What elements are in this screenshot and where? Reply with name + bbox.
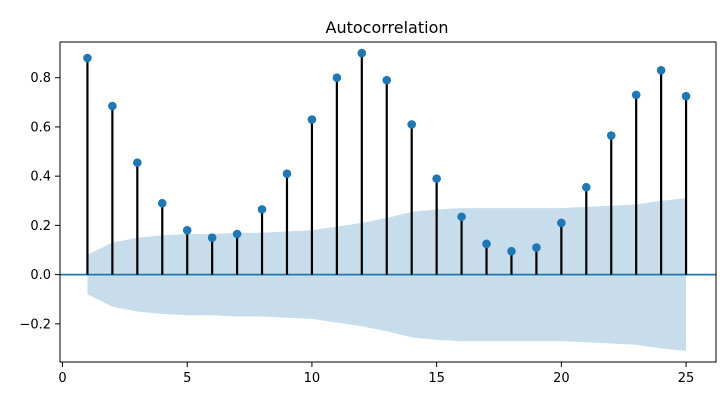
- marker-lag-18: [507, 246, 516, 256]
- x-tick-label-5: 5: [183, 371, 191, 386]
- marker-lag-19: [532, 243, 541, 252]
- axes-layer: 0 5 10 15 20 25 −0.2 0.0 0.2 0.4 0.6 0.8: [19, 41, 717, 386]
- marker-lag-24: [656, 66, 666, 75]
- marker-lag-14: [407, 120, 416, 129]
- marker-lag-13: [382, 75, 392, 85]
- y-tick-label-2: 0.2: [30, 219, 51, 234]
- chart-title: Autocorrelation: [326, 18, 449, 37]
- y-tick-label-3: 0.4: [30, 170, 51, 185]
- plot-frame: [59, 41, 717, 363]
- y-tick-label-0: −0.2: [19, 317, 51, 332]
- marker-lag-25: [681, 91, 691, 101]
- marker-lag-20: [557, 218, 566, 228]
- y-tick-label-5: 0.8: [30, 71, 51, 86]
- marker-lag-3: [133, 158, 142, 167]
- stems-layer: [86, 53, 688, 275]
- y-tick-label-4: 0.6: [30, 120, 51, 135]
- markers-layer: [83, 48, 691, 256]
- x-tick-label-0: 0: [58, 371, 66, 386]
- x-tick-label-15: 15: [428, 371, 445, 386]
- marker-lag-1: [83, 53, 92, 63]
- marker-lag-8: [257, 205, 267, 214]
- marker-lag-5: [182, 226, 192, 235]
- marker-lag-7: [232, 229, 242, 239]
- marker-lag-16: [457, 212, 466, 222]
- marker-lag-4: [157, 198, 167, 208]
- marker-lag-21: [581, 182, 591, 192]
- marker-lag-10: [307, 115, 317, 124]
- marker-lag-22: [606, 131, 616, 140]
- marker-lag-12: [357, 48, 367, 58]
- marker-lag-9: [282, 169, 292, 178]
- marker-lag-11: [332, 73, 342, 82]
- x-tick-label-25: 25: [678, 371, 695, 386]
- y-tick-label-1: 0.0: [30, 268, 51, 283]
- x-tick-label-10: 10: [304, 371, 321, 386]
- x-tick-label-20: 20: [553, 371, 570, 386]
- marker-lag-15: [432, 174, 441, 183]
- marker-lag-17: [482, 239, 491, 249]
- marker-lag-23: [631, 90, 641, 100]
- marker-lag-2: [108, 101, 117, 111]
- marker-lag-6: [207, 233, 217, 242]
